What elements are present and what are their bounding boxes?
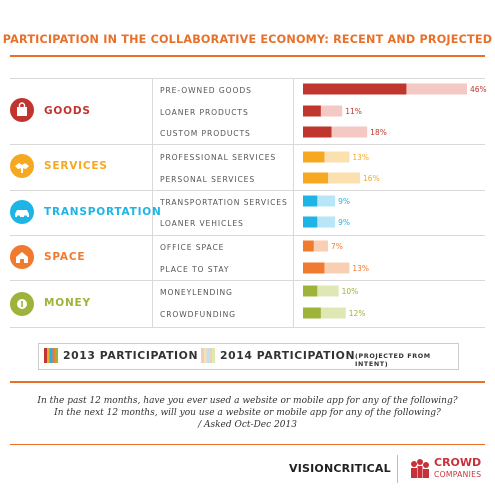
- tick-label: PLACE TO STAY: [160, 265, 230, 274]
- question-asked: / Asked Oct-Dec 2013: [198, 420, 297, 430]
- data-label-4-0: 10%: [342, 287, 359, 296]
- bar-2014-1-1: [303, 172, 361, 184]
- bar-chart: 46% 11% 18% 13% 16% 9% 9% 7% 13% 10% 12%: [303, 83, 487, 319]
- legend-swatch-2013: [44, 348, 58, 363]
- bar-2013-3-1: [303, 262, 325, 274]
- data-label-3-0: 7%: [331, 242, 343, 251]
- category-goods-label: GOODS: [44, 105, 91, 117]
- bar-2014-4-1: [303, 307, 346, 319]
- legend-note: (PROJECTED FROM INTENT): [355, 352, 431, 368]
- bar-2014-2-0: [303, 195, 336, 207]
- tick-label: TRANSPORTATION SERVICES: [160, 198, 288, 207]
- hands-icon: [10, 154, 34, 178]
- category-transportation-label: TRANSPORTATION: [44, 206, 162, 218]
- footer-divider: [10, 444, 485, 445]
- tick-label: MONEYLENDING: [160, 288, 233, 297]
- bar-2013-2-0: [303, 195, 318, 207]
- row-divider: [10, 144, 485, 145]
- legend: 2013 PARTICIPATION 2014 PARTICIPATION (P…: [38, 343, 459, 370]
- row-divider: [10, 327, 485, 328]
- survey-questions: In the past 12 months, have you ever use…: [0, 395, 495, 431]
- bar-2014-4-0: [303, 285, 339, 297]
- bar-2014-1-0: [303, 151, 350, 163]
- shopping-bag-icon: [10, 98, 34, 122]
- category-money-label: MONEY: [44, 297, 91, 309]
- bar-2014-2-1: [303, 216, 336, 228]
- bar-2013-0-0: [303, 83, 407, 95]
- tick-label: CROWDFUNDING: [160, 310, 236, 319]
- bar-2013-3-0: [303, 240, 314, 252]
- data-label-3-1: 13%: [352, 264, 369, 273]
- data-label-2-1: 9%: [338, 218, 350, 227]
- bar-2013-2-1: [303, 216, 318, 228]
- chart-title: PARTICIPATION IN THE COLLABORATIVE ECONO…: [2, 33, 493, 46]
- tick-label: OFFICE SPACE: [160, 243, 225, 252]
- data-label-2-0: 9%: [338, 197, 350, 206]
- bar-2013-0-2: [303, 126, 332, 138]
- category-services-label: SERVICES: [44, 160, 108, 172]
- visioncritical-logo: VISIONCRITICAL: [289, 462, 391, 475]
- tick-label: PERSONAL SERVICES: [160, 175, 256, 184]
- bar-2014-0-2: [303, 126, 368, 138]
- companies-logo-text: COMPANIES: [434, 470, 482, 479]
- data-label-1-1: 16%: [363, 174, 380, 183]
- footer-separator: [397, 455, 398, 483]
- row-divider: [10, 280, 485, 281]
- data-label-1-0: 13%: [352, 153, 369, 162]
- category-space-label: SPACE: [44, 251, 86, 263]
- data-label-0-2: 18%: [370, 128, 387, 137]
- data-label-0-0: 46%: [470, 85, 487, 94]
- row-divider: [10, 78, 485, 79]
- bar-2013-4-0: [303, 285, 318, 297]
- bottom-divider: [10, 381, 485, 383]
- bar-2013-0-1: [303, 105, 321, 117]
- tick-label: PRE-OWNED GOODS: [160, 86, 252, 95]
- house-icon: [10, 245, 34, 269]
- coin-icon: [10, 292, 34, 316]
- tick-label: CUSTOM PRODUCTS: [160, 129, 251, 138]
- bar-2014-3-1: [303, 262, 350, 274]
- column-divider: [152, 78, 153, 327]
- tick-label: LOANER VEHICLES: [160, 219, 244, 228]
- bar-2013-4-1: [303, 307, 321, 319]
- question-next: In the next 12 months, will you use a we…: [54, 408, 441, 418]
- bar-2013-1-1: [303, 172, 328, 184]
- crowd-logo-text: CROWD: [434, 456, 482, 469]
- crowd-companies-logo-icon: [407, 458, 431, 480]
- column-divider: [293, 78, 294, 327]
- tick-label: PROFESSIONAL SERVICES: [160, 153, 277, 162]
- data-label-0-1: 11%: [345, 107, 362, 116]
- data-label-4-1: 12%: [349, 309, 366, 318]
- bar-2013-1-0: [303, 151, 325, 163]
- car-icon: [10, 200, 34, 224]
- bar-2014-3-0: [303, 240, 328, 252]
- question-past: In the past 12 months, have you ever use…: [37, 396, 458, 406]
- legend-label-2013: 2013 PARTICIPATION: [63, 349, 199, 362]
- legend-label-2014: 2014 PARTICIPATION: [220, 349, 356, 362]
- bar-2014-0-1: [303, 105, 343, 117]
- row-divider: [10, 190, 485, 191]
- legend-swatch-2014: [201, 348, 215, 363]
- tick-label: LOANER PRODUCTS: [160, 108, 249, 117]
- row-divider: [10, 235, 485, 236]
- top-divider: [10, 55, 485, 57]
